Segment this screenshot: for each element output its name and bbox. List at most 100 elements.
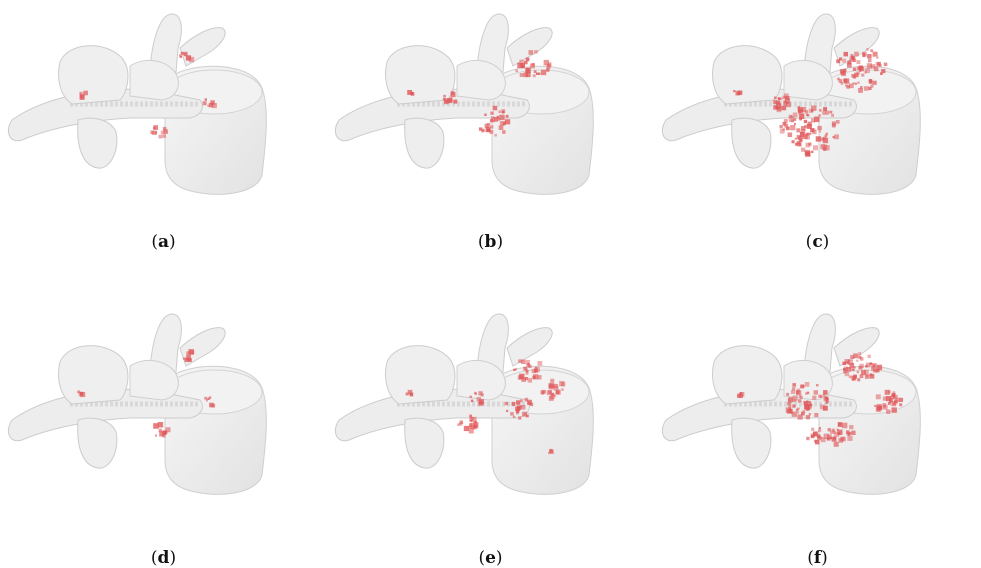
highlight-voxel <box>533 368 538 373</box>
highlight-voxel <box>872 364 876 367</box>
pedicle <box>129 359 179 401</box>
highlight-voxel <box>179 55 182 58</box>
highlight-voxel <box>796 141 802 147</box>
highlight-voxel <box>459 420 464 424</box>
highlight-voxel <box>868 86 872 90</box>
highlight-voxel <box>866 63 872 69</box>
highlight-voxel <box>164 431 168 434</box>
highlight-voxel <box>864 374 870 379</box>
highlight-voxel <box>841 422 848 429</box>
highlight-voxel <box>804 404 810 410</box>
highlight-voxel <box>548 451 551 454</box>
highlight-voxel <box>559 380 565 387</box>
highlight-voxel <box>876 56 879 59</box>
highlight-voxel <box>443 94 446 98</box>
highlight-voxel <box>790 389 796 394</box>
pedicle <box>456 359 506 401</box>
highlight-voxel <box>549 448 553 453</box>
highlight-voxel <box>893 394 898 400</box>
highlight-voxel <box>878 406 883 411</box>
highlight-voxel <box>529 402 534 407</box>
highlight-voxel <box>786 126 790 131</box>
highlight-voxel <box>870 84 874 88</box>
lamina-left <box>712 45 783 105</box>
highlight-voxel <box>878 64 882 68</box>
highlight-voxel <box>788 114 792 118</box>
highlight-voxel <box>823 390 828 395</box>
highlight-voxel <box>540 69 547 76</box>
highlight-voxel <box>792 395 798 401</box>
highlight-voxel <box>784 96 790 101</box>
highlight-voxel <box>801 129 806 134</box>
highlight-voxel <box>519 59 525 65</box>
highlight-voxel <box>518 416 522 420</box>
highlight-voxel <box>858 365 863 370</box>
highlight-voxel <box>891 401 896 407</box>
highlight-voxel <box>542 390 546 394</box>
highlight-voxel <box>522 411 527 417</box>
highlight-voxel <box>502 130 506 134</box>
highlight-voxel <box>849 367 854 371</box>
highlight-voxel <box>546 390 552 396</box>
highlight-voxel <box>525 414 529 418</box>
superior-process <box>149 13 182 73</box>
highlight-voxel <box>501 109 506 113</box>
highlight-voxel <box>823 433 829 439</box>
highlight-voxel <box>779 125 783 129</box>
highlight-voxel <box>811 427 815 431</box>
highlight-voxel <box>795 142 798 146</box>
highlight-voxel <box>804 404 809 409</box>
panel-f: (f) <box>654 282 981 568</box>
highlight-voxel <box>787 401 791 406</box>
highlight-voxel <box>846 430 850 435</box>
highlight-voxel <box>803 119 808 124</box>
highlight-voxel <box>490 125 494 129</box>
highlight-voxel <box>847 435 853 441</box>
highlight-voxel <box>852 67 857 71</box>
inferior-lobe <box>77 417 118 469</box>
highlight-voxel <box>551 392 555 396</box>
highlight-voxel <box>804 382 810 387</box>
highlight-voxel <box>773 105 777 109</box>
superior-process <box>476 313 509 373</box>
highlight-voxel <box>791 140 795 144</box>
highlight-voxel <box>829 430 834 434</box>
highlight-voxel <box>517 62 523 69</box>
highlight-voxel <box>847 60 852 65</box>
highlight-voxel <box>848 433 851 436</box>
highlight-voxel <box>867 54 872 59</box>
highlight-voxel <box>538 72 541 75</box>
highlight-voxel <box>803 401 808 406</box>
highlight-voxel <box>188 349 194 355</box>
highlight-voxel <box>898 397 904 402</box>
highlight-voxel <box>837 429 843 435</box>
highlight-voxel <box>775 106 779 110</box>
highlight-voxel <box>818 427 821 429</box>
highlight-voxel <box>784 93 789 99</box>
highlight-voxel <box>851 375 857 381</box>
highlight-voxel <box>808 405 812 409</box>
highlight-voxel <box>490 111 494 115</box>
highlight-voxel <box>531 368 536 374</box>
highlight-voxel <box>536 72 539 75</box>
highlight-voxel <box>157 422 164 428</box>
highlight-voxel <box>827 428 831 432</box>
highlight-voxel <box>825 132 828 136</box>
highlight-voxel <box>892 391 896 395</box>
highlight-voxel <box>860 370 866 376</box>
highlight-voxel <box>77 390 80 394</box>
highlight-voxel <box>818 428 822 432</box>
highlight-voxel <box>792 387 796 391</box>
highlight-voxel <box>739 392 743 396</box>
highlight-voxel <box>165 427 171 433</box>
highlight-voxel <box>792 112 798 118</box>
highlight-voxel <box>834 134 839 140</box>
superior-process <box>803 313 836 373</box>
highlight-voxel <box>838 438 844 443</box>
highlight-voxel <box>781 105 787 111</box>
highlight-voxel <box>806 407 810 411</box>
highlight-voxel <box>204 396 207 400</box>
highlight-voxel <box>204 98 207 101</box>
highlight-voxel <box>797 106 801 109</box>
highlight-voxel <box>793 399 797 402</box>
